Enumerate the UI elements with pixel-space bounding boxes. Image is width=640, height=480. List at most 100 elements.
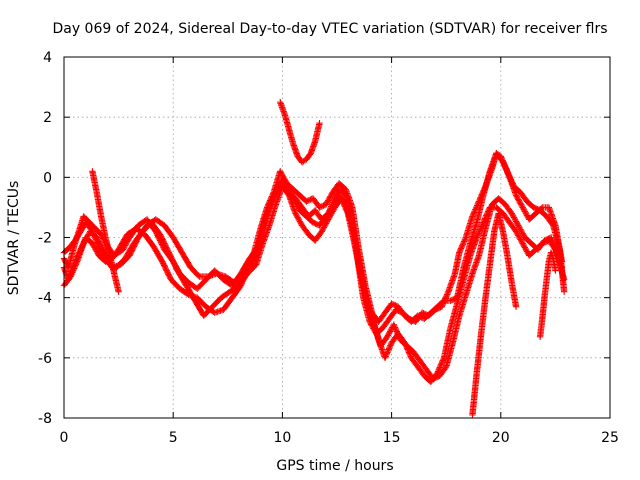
data-point [560, 276, 568, 283]
interpolated-markers [337, 181, 348, 192]
interpolated-markers [422, 310, 433, 321]
interpolated-markers [409, 355, 421, 369]
interpolated-markers [482, 262, 493, 300]
interpolated-markers [134, 226, 147, 237]
x-tick-label: 5 [169, 430, 178, 446]
interpolated-markers [395, 331, 407, 345]
interpolated-markers [507, 220, 519, 234]
interpolated-markers [126, 235, 141, 258]
interpolated-markers [467, 235, 480, 258]
interpolated-markers [323, 190, 336, 207]
data-point [290, 195, 297, 202]
interpolated-markers [251, 226, 264, 255]
x-tick-label: 15 [383, 430, 401, 446]
interpolated-markers [502, 202, 514, 216]
interpolated-markers [355, 259, 369, 297]
data-point [512, 228, 520, 235]
interpolated-markers [229, 283, 244, 300]
interpolated-markers [188, 265, 202, 279]
interpolated-markers [102, 235, 113, 258]
interpolated-markers [310, 196, 322, 210]
interpolated-markers [319, 217, 331, 234]
interpolated-markers [382, 301, 394, 315]
interpolated-markers [162, 223, 176, 240]
interpolated-markers [449, 313, 463, 345]
data-point [545, 204, 553, 211]
interpolated-markers [89, 169, 100, 195]
interpolated-markers [513, 229, 526, 246]
interpolated-markers [539, 295, 548, 321]
interpolated-markers [89, 241, 102, 258]
x-tick-label: 0 [60, 430, 69, 446]
data-point [434, 369, 441, 377]
data-point [558, 264, 566, 271]
interpolated-markers [151, 244, 165, 264]
interpolated-markers [441, 326, 454, 360]
interpolated-markers [277, 169, 290, 186]
interpolated-markers [116, 232, 130, 252]
data-point [552, 267, 559, 274]
x-tick-label: 25 [601, 430, 619, 446]
interpolated-markers [522, 235, 534, 246]
data-point [244, 264, 251, 271]
interpolated-markers [494, 151, 506, 165]
interpolated-markers [142, 232, 156, 249]
interpolated-markers [411, 349, 423, 363]
interpolated-markers [540, 237, 551, 247]
interpolated-markers [548, 250, 556, 261]
interpolated-markers [192, 298, 207, 318]
interpolated-markers [467, 220, 480, 246]
series-track-7 [469, 210, 520, 419]
interpolated-markers [83, 220, 95, 234]
interpolated-markers [70, 250, 82, 270]
interpolated-markers [284, 181, 296, 201]
interpolated-markers [508, 280, 519, 309]
chart-title: Day 069 of 2024, Sidereal Day-to-day VTE… [52, 21, 607, 37]
interpolated-markers [253, 241, 266, 267]
interpolated-markers [219, 289, 232, 300]
interpolated-markers [179, 250, 194, 270]
data-point [329, 204, 336, 211]
y-tick-label: 4 [43, 50, 52, 66]
interpolated-markers [500, 229, 511, 258]
series-track-5 [89, 168, 122, 295]
interpolated-markers [221, 295, 235, 312]
interpolated-markers [488, 204, 498, 211]
interpolated-markers [513, 193, 526, 210]
interpolated-markers [509, 211, 521, 228]
interpolated-markers [387, 307, 399, 321]
interpolated-markers [469, 371, 480, 417]
data-point [263, 204, 271, 211]
data-point [560, 288, 568, 295]
data-series [60, 98, 568, 419]
interpolated-markers [290, 196, 303, 213]
interpolated-markers [527, 247, 538, 258]
interpolated-markers [349, 223, 362, 264]
interpolated-markers [442, 297, 453, 304]
interpolated-markers [500, 160, 513, 180]
data-point [76, 249, 83, 256]
interpolated-markers [260, 223, 272, 246]
interpolated-markers [435, 298, 447, 309]
interpolated-markers [264, 190, 277, 210]
interpolated-markers [443, 341, 456, 369]
interpolated-markers [480, 169, 493, 198]
data-point [499, 159, 507, 166]
interpolated-markers [96, 244, 108, 261]
y-axis-title: SDTVAR / TECUs [6, 181, 22, 296]
data-point [381, 354, 389, 362]
interpolated-markers [463, 214, 476, 240]
interpolated-markers [81, 214, 95, 228]
interpolated-markers [210, 295, 224, 309]
interpolated-markers [153, 217, 167, 228]
interpolated-markers [437, 364, 449, 378]
series-track-8 [536, 249, 559, 340]
interpolated-markers [524, 199, 536, 210]
data-point [283, 180, 290, 187]
interpolated-markers [336, 193, 348, 207]
interpolated-markers [476, 226, 489, 258]
interpolated-markers [293, 211, 305, 228]
data-point [322, 201, 330, 208]
interpolated-markers [402, 341, 414, 360]
